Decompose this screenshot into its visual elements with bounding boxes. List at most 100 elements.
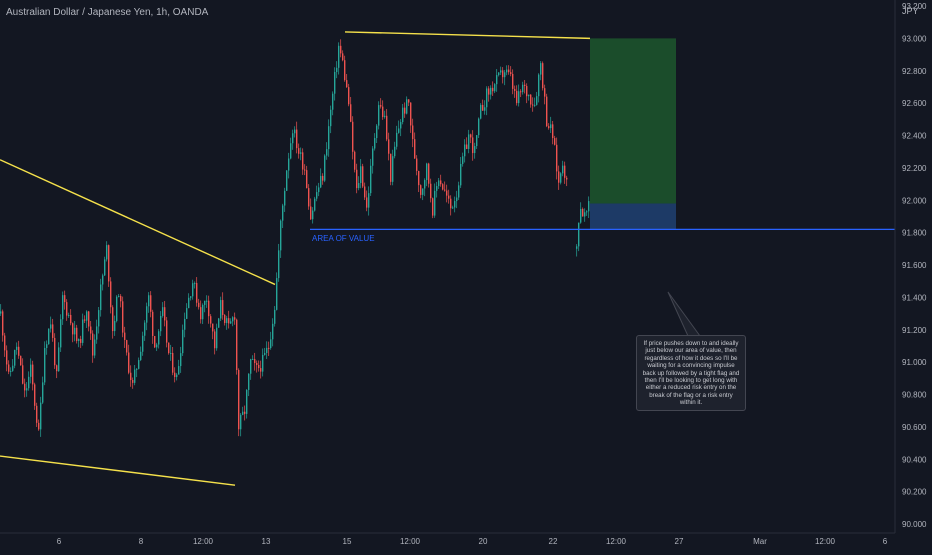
candle-body — [104, 259, 106, 276]
x-tick-label: 12:00 — [400, 537, 421, 546]
candle-body — [448, 195, 450, 199]
candle-body — [176, 374, 178, 378]
candle-body — [334, 72, 336, 94]
candle-body — [464, 144, 466, 157]
candle-body — [444, 189, 446, 191]
candle-body — [424, 180, 426, 189]
candle-body — [260, 368, 262, 372]
candle-body — [164, 307, 166, 321]
candle-body — [8, 364, 10, 372]
candle-body — [56, 365, 58, 372]
candle-body — [6, 350, 8, 365]
candle-body — [488, 88, 490, 95]
candle-body — [30, 364, 32, 377]
candle-body — [394, 146, 396, 157]
symbol-title: Australian Dollar / Japanese Yen, 1h, OA… — [6, 7, 209, 18]
y-tick-label: 90.800 — [902, 391, 927, 400]
candle-body — [366, 197, 368, 208]
candle-body — [228, 318, 230, 324]
candle-body — [502, 70, 504, 78]
candle-body — [2, 311, 4, 336]
candle-body — [130, 372, 132, 380]
candle-body — [102, 275, 104, 285]
trade-plan-note[interactable]: If price pushes down to and ideally just… — [636, 335, 746, 411]
candle-body — [90, 326, 92, 334]
candle-body — [486, 88, 488, 108]
long-position-target-zone[interactable] — [590, 38, 676, 204]
candle-body — [340, 45, 342, 54]
candle-body — [484, 107, 486, 111]
candle-body — [442, 184, 444, 190]
candle-body — [402, 107, 404, 123]
candle-body — [254, 359, 256, 364]
candle-body — [332, 93, 334, 110]
price-axis-bg[interactable] — [895, 0, 932, 550]
candle-body — [246, 389, 248, 414]
candle-body — [12, 365, 14, 371]
trendline-upper-resistance[interactable] — [344, 31, 591, 40]
candle-body — [38, 422, 40, 430]
candle-body — [300, 152, 302, 154]
candle-body — [510, 72, 512, 74]
candle-body — [306, 170, 308, 189]
candle-body — [166, 320, 168, 343]
candle-body — [302, 152, 304, 170]
trendline-falling-upper[interactable] — [0, 159, 276, 286]
candle-body — [0, 311, 2, 314]
candle-body — [26, 388, 28, 391]
candle-body — [274, 309, 276, 324]
candle-body — [126, 340, 128, 353]
candle-body — [566, 177, 568, 180]
candle-body — [200, 307, 202, 320]
candle-body — [412, 125, 414, 140]
candle-body — [578, 222, 580, 247]
candle-body — [72, 323, 74, 335]
candle-body — [382, 106, 384, 118]
candle-body — [378, 105, 380, 126]
candle-body — [114, 320, 116, 332]
candle-body — [520, 91, 522, 93]
candle-body — [212, 323, 214, 332]
y-tick-label: 91.600 — [902, 261, 927, 270]
candle-body — [28, 376, 30, 389]
candle-body — [242, 411, 244, 415]
y-tick-label: 93.200 — [902, 2, 927, 11]
candle-body — [248, 373, 250, 390]
candle-body — [528, 94, 530, 97]
candle-body — [400, 122, 402, 129]
x-tick-label: 12:00 — [606, 537, 627, 546]
candle-body — [372, 148, 374, 166]
candle-body — [460, 163, 462, 186]
candle-body — [420, 185, 422, 195]
y-tick-label: 91.000 — [902, 358, 927, 367]
candle-body — [214, 331, 216, 349]
candle-body — [304, 169, 306, 171]
trendline-falling-lower[interactable] — [0, 455, 236, 486]
candle-body — [44, 348, 46, 383]
candle-body — [190, 296, 192, 298]
candle-body — [456, 197, 458, 202]
candle-body — [350, 104, 352, 122]
candle-body — [410, 102, 412, 126]
candle-body — [48, 328, 50, 345]
x-tick-label: 22 — [549, 537, 558, 546]
long-position-stop-zone[interactable] — [590, 203, 676, 230]
candle-body — [468, 134, 470, 149]
candle-body — [310, 206, 312, 220]
candle-body — [360, 166, 362, 184]
candle-body — [150, 295, 152, 312]
candle-body — [232, 317, 234, 322]
candle-body — [64, 295, 66, 303]
candle-body — [224, 314, 226, 324]
x-tick-label: 27 — [675, 537, 684, 546]
y-tick-label: 92.600 — [902, 99, 927, 108]
candle-body — [74, 327, 76, 335]
candle-body — [384, 115, 386, 118]
y-tick-label: 92.800 — [902, 67, 927, 76]
candle-body — [282, 205, 284, 221]
candle-body — [208, 300, 210, 317]
candle-body — [292, 133, 294, 144]
candle-body — [52, 324, 54, 338]
